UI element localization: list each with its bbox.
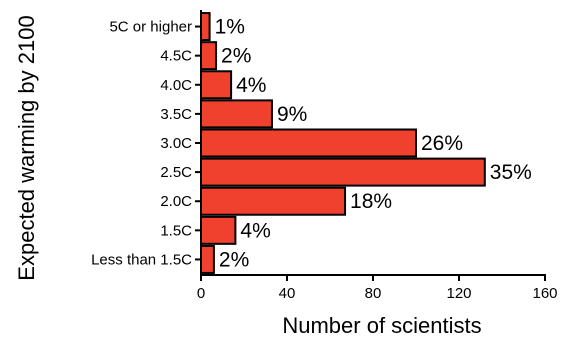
data-label-4-5c: 2% xyxy=(221,45,251,68)
data-label-2-5c: 35% xyxy=(490,161,532,184)
category-label-2-0c: 2.0C xyxy=(160,193,192,210)
bar-3-5c xyxy=(200,99,273,129)
category-label-3-5c: 3.5C xyxy=(160,106,192,123)
bars xyxy=(200,12,486,274)
bar-4-5c xyxy=(200,41,218,71)
x-ticks: 0 40 80 120 160 xyxy=(197,275,558,302)
data-label-4-0c: 4% xyxy=(236,74,266,97)
data-label-5c-or-higher: 1% xyxy=(215,16,245,39)
x-tick-label-0: 0 xyxy=(197,285,205,302)
category-label-4-0c: 4.0C xyxy=(160,77,192,94)
category-label-4-5c: 4.5C xyxy=(160,48,192,65)
category-label-2-5c: 2.5C xyxy=(160,164,192,181)
data-label-2-0c: 18% xyxy=(350,190,392,213)
category-label-1-5c: 1.5C xyxy=(160,222,192,239)
data-label-1-5c: 4% xyxy=(240,219,270,242)
axes: 0 40 80 120 160 xyxy=(195,10,558,302)
data-labels: 1% 2% 4% 9% 26% 35% 18% 4% 2% xyxy=(215,16,532,272)
x-tick-label-160: 160 xyxy=(532,285,557,302)
bar-2-5c xyxy=(200,157,486,187)
data-label-3-5c: 9% xyxy=(277,103,307,126)
y-ticks xyxy=(195,25,201,261)
category-label-3-0c: 3.0C xyxy=(160,135,192,152)
category-label-5c-or-higher: 5C or higher xyxy=(109,19,192,36)
bar-4-0c xyxy=(200,70,233,100)
x-tick-label-80: 80 xyxy=(365,285,382,302)
bar-5c-or-higher xyxy=(200,12,211,42)
bar-3-0c xyxy=(200,128,417,158)
data-label-less-than-1-5c: 2% xyxy=(219,248,249,271)
y-axis-title: Expected warming by 2100 xyxy=(14,15,39,280)
bar-less-than-1-5c xyxy=(200,244,215,274)
category-label-less-than-1-5c: Less than 1.5C xyxy=(91,251,192,268)
x-tick-label-120: 120 xyxy=(446,285,471,302)
bar-2-0c xyxy=(200,186,347,216)
x-axis-title: Number of scientists xyxy=(282,313,481,337)
data-label-3-0c: 26% xyxy=(421,132,463,155)
category-labels: 5C or higher 4.5C 4.0C 3.5C 3.0C 2.5C 2.0C 1.5C… xyxy=(91,19,192,269)
bar-1-5c xyxy=(200,215,237,245)
x-tick-label-40: 40 xyxy=(279,285,296,302)
